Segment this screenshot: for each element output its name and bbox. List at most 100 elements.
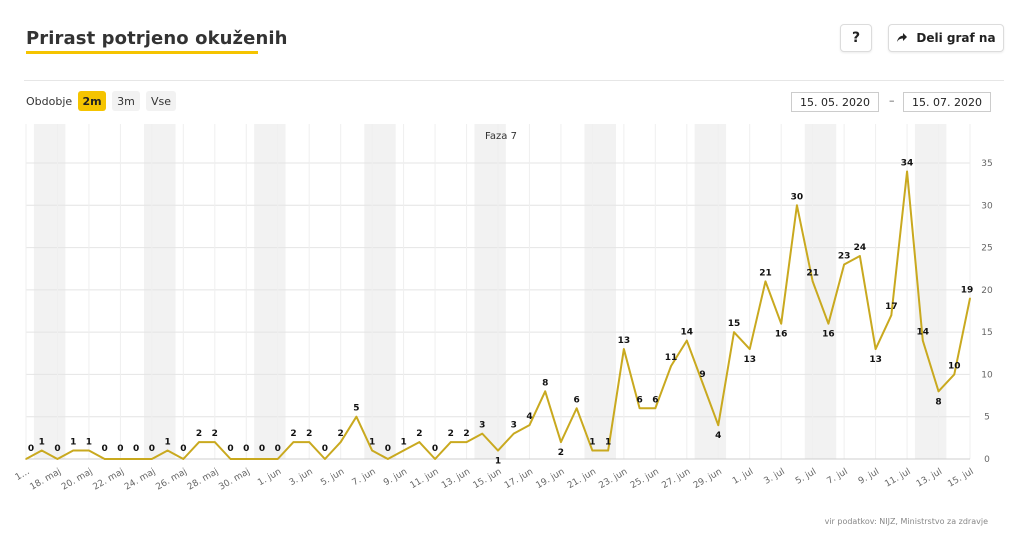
data-label: 2 [448,429,454,439]
data-label: 2 [338,429,344,439]
data-label: 0 [275,444,281,454]
data-point [151,458,153,460]
data-point [780,322,782,325]
y-tick-label: 20 [981,286,993,296]
data-point [717,424,720,426]
data-label: 1 [39,438,45,448]
data-point [214,441,216,443]
x-tick-label: 13. jun [440,467,472,491]
data-label: 1 [605,438,611,448]
data-label: 0 [385,444,391,454]
date-to-value: 15. 07. 2020 [912,95,982,109]
weekend-band [33,124,66,459]
x-tick-label: 5. jul [794,467,818,487]
date-from-input[interactable]: 15. 05. 2020 [791,92,879,112]
data-label: 0 [149,444,155,454]
x-tick-label: 20. maj [60,467,94,493]
data-point [764,280,767,283]
data-label: 1 [400,438,406,448]
data-point [355,415,358,418]
y-tick-label: 30 [981,201,993,211]
weekend-band [914,124,947,459]
date-to-input[interactable]: 15. 07. 2020 [903,92,991,112]
x-tick-label: 25. jun [629,467,661,491]
data-point [811,280,814,283]
weekend-band [364,124,396,459]
data-label: 6 [636,395,642,405]
y-tick-label: 0 [984,455,990,465]
data-point [182,458,185,460]
data-point [638,407,641,410]
data-label: 24 [854,243,867,253]
data-point [937,390,940,393]
data-point [229,458,232,460]
data-label: 2 [290,429,296,439]
data-point [402,449,405,452]
data-point [72,449,74,452]
period-2m-label: 2m [82,94,102,108]
data-point [874,348,877,350]
x-tick-label: 13. jul [915,467,944,490]
share-button[interactable]: Deli graf na [888,24,1004,52]
data-point [276,458,279,460]
data-label: 13 [743,355,756,365]
help-button[interactable]: ? [840,24,872,52]
data-point [528,424,531,426]
data-point [953,373,956,376]
data-label: 0 [117,444,123,454]
data-point [119,458,122,460]
date-from-value: 15. 05. 2020 [800,95,870,109]
x-tick-label: 5. jun [319,467,346,488]
y-tick-label: 5 [984,413,990,423]
period-3m-button[interactable]: 3m [112,91,140,111]
data-point [339,441,342,443]
data-label: 2 [558,448,564,458]
data-label: 17 [885,302,898,312]
y-tick-label: 25 [981,244,992,254]
data-label: 10 [948,361,961,371]
data-point [308,441,311,443]
x-tick-label: 1. jun [256,467,283,488]
x-tick-label: 3. jun [288,467,315,488]
data-point [292,441,295,443]
data-label: 2 [463,429,469,439]
data-label: 1 [70,438,76,448]
data-point [198,441,200,443]
data-point [261,458,263,460]
data-label: 0 [133,444,139,454]
weekend-band [474,124,506,459]
data-label: 1 [86,438,92,448]
x-tick-label: 1… [14,467,32,483]
x-tick-label: 26. maj [154,467,188,493]
data-label: 3 [511,421,517,431]
header-divider [24,80,1004,81]
data-label: 11 [665,353,678,363]
data-label: 14 [917,328,930,338]
period-all-button[interactable]: Vse [146,91,176,111]
data-point [40,449,43,452]
data-point [481,432,484,435]
data-point [245,458,248,460]
period-2m-button[interactable]: 2m [78,91,106,111]
series-line [25,170,971,460]
data-label: 16 [822,330,835,340]
x-tick-label: 18. maj [29,467,63,493]
x-tick-label: 28. maj [186,467,220,493]
data-point [906,170,908,173]
grid-lines [25,124,971,460]
data-point [88,449,90,452]
data-point [324,458,326,460]
x-tick-label: 23. jun [597,467,629,491]
data-point [827,322,830,325]
data-label: 4 [526,412,532,422]
data-label: 21 [759,268,772,278]
data-point [733,331,735,333]
data-point [418,441,421,443]
x-tick-label: 7. jun [351,467,378,488]
data-label: 19 [961,285,974,295]
weekend-band [144,124,176,459]
data-label: 0 [28,444,34,454]
x-tick-label: 17. jun [503,467,535,491]
data-label: 16 [775,330,788,340]
